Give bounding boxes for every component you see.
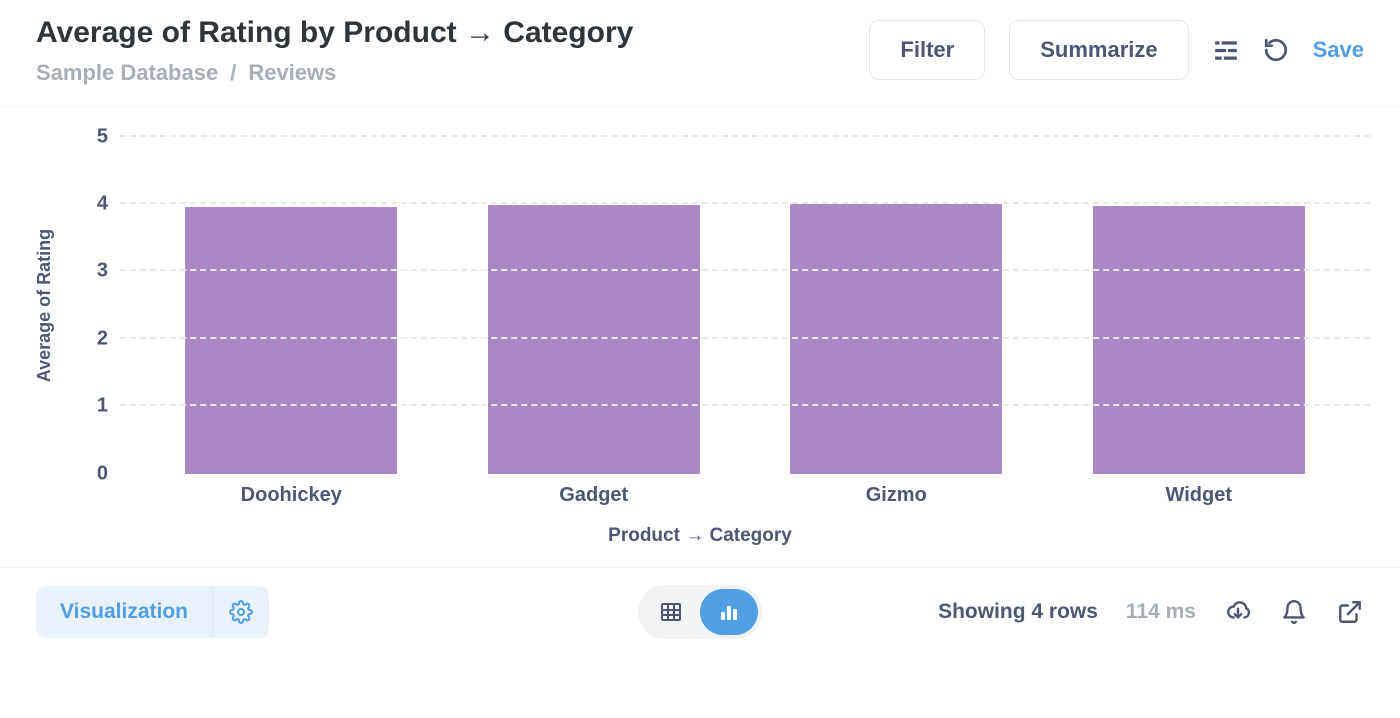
y-tick: 2	[97, 327, 108, 350]
visualization-label: Visualization	[36, 586, 212, 638]
gridline	[120, 202, 1370, 204]
visualization-button[interactable]: Visualization	[36, 586, 269, 638]
download-icon[interactable]	[1224, 598, 1252, 626]
chart-area: Average of Rating 0 1 2 3 4 5 DoohickeyGadget…	[0, 107, 1400, 567]
x-tick: Widget	[1048, 484, 1351, 507]
bar-column	[140, 137, 443, 474]
x-axis-label: Product → Category	[30, 525, 1370, 547]
footer: Visualization Showing 4 rows 114 ms	[0, 567, 1400, 638]
gridline	[120, 404, 1370, 406]
bar-column	[443, 137, 746, 474]
x-tick: Gadget	[443, 484, 746, 507]
gridline	[120, 135, 1370, 137]
refresh-icon[interactable]	[1263, 37, 1289, 63]
breadcrumb-database[interactable]: Sample Database	[36, 60, 218, 86]
bar[interactable]	[488, 205, 700, 473]
y-axis-ticks: 012345	[60, 137, 120, 474]
gridline	[120, 269, 1370, 271]
y-tick: 5	[97, 125, 108, 148]
y-tick: 0	[97, 462, 108, 485]
query-timing: 114 ms	[1126, 600, 1196, 624]
header: Average of Rating by Product → Category …	[0, 0, 1400, 107]
chart-grid	[120, 137, 1370, 474]
y-axis-label: Average of Rating	[35, 228, 56, 381]
bar[interactable]	[1093, 206, 1305, 474]
summarize-button[interactable]: Summarize	[1009, 20, 1188, 80]
filter-button[interactable]: Filter	[869, 20, 985, 80]
bar-column	[745, 137, 1048, 474]
save-button[interactable]: Save	[1313, 37, 1364, 63]
x-tick: Gizmo	[745, 484, 1048, 507]
bell-icon[interactable]	[1280, 598, 1308, 626]
row-count: Showing 4 rows	[938, 600, 1098, 624]
share-icon[interactable]	[1336, 598, 1364, 626]
y-tick: 4	[97, 192, 108, 215]
breadcrumb: Sample Database / Reviews	[36, 60, 869, 86]
view-toggle	[638, 585, 762, 639]
x-tick: Doohickey	[140, 484, 443, 507]
editor-settings-icon[interactable]	[1213, 37, 1239, 63]
chart-view-button[interactable]	[700, 589, 758, 635]
table-view-button[interactable]	[642, 589, 700, 635]
y-tick: 1	[97, 395, 108, 418]
bar[interactable]	[790, 204, 1002, 474]
breadcrumb-table[interactable]: Reviews	[248, 60, 336, 86]
gridline	[120, 337, 1370, 339]
gear-icon[interactable]	[212, 586, 269, 638]
breadcrumb-separator: /	[230, 60, 236, 86]
bar[interactable]	[185, 207, 397, 473]
y-tick: 3	[97, 260, 108, 283]
page-title: Average of Rating by Product → Category	[36, 14, 869, 52]
chart-bars	[120, 137, 1370, 474]
x-axis-ticks: DoohickeyGadgetGizmoWidget	[120, 474, 1370, 507]
bar-column	[1048, 137, 1351, 474]
